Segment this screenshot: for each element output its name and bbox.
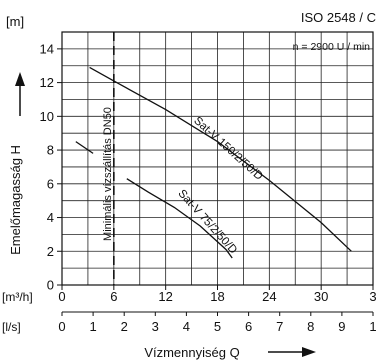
series [75, 32, 352, 285]
y-tick-label: 4 [47, 210, 54, 225]
y-tick-label: 8 [47, 143, 54, 158]
grid [62, 32, 373, 285]
x-tick-label-ls: 7 [276, 319, 283, 334]
min-flow-label: Minimális vízszállítás DN50 [102, 107, 114, 241]
x-tick-label-m3h: 12 [158, 289, 172, 304]
x-unit-m3h: [m³/h] [2, 290, 33, 304]
x-tick-label-ls: 0 [58, 319, 65, 334]
y-tick-label: 6 [47, 176, 54, 191]
x-axis-title: Vízmennyiség Q [144, 345, 239, 360]
y-tick-label: 0 [47, 278, 54, 293]
x-tick-label-ls: 9 [338, 319, 345, 334]
x-tick-label-m3h: 18 [210, 289, 224, 304]
x-axis-arrowhead [302, 347, 316, 357]
speed-note: n = 2900 U / min [293, 41, 370, 53]
y-axis-arrowhead [15, 72, 25, 86]
y-unit-label: [m] [6, 14, 24, 29]
y-tick-label: 12 [40, 75, 54, 90]
x-tick-label-ls: 1 [89, 319, 96, 334]
x-tick-label-ls: 1 [369, 319, 376, 334]
x-tick-label-m3h: 0 [58, 289, 65, 304]
y-ticks: 0 2 4 6 8 10 12 14 [40, 41, 62, 293]
x-tick-label-ls: 5 [214, 319, 221, 334]
y-tick-label: 2 [47, 244, 54, 259]
x-tick-label-ls: 3 [152, 319, 159, 334]
axes [15, 31, 374, 357]
series-label-150: Sat-V 150/2/50/D [191, 115, 265, 183]
x-tick-label-m3h: 30 [314, 289, 328, 304]
series-label-75: Sat-V 75/2/50/D [175, 188, 239, 257]
x-unit-ls: [l/s] [2, 320, 21, 334]
x-tick-label-m3h: 24 [262, 289, 276, 304]
y-tick-label: 14 [40, 41, 54, 56]
series-line-0 [89, 66, 352, 252]
y-tick-label: 10 [40, 109, 54, 124]
series-line-2 [75, 141, 94, 154]
standard-label: ISO 2548 / C [301, 10, 376, 25]
x-ticks-ls: 0 1 2 3 4 5 6 7 8 9 1 [58, 311, 377, 334]
x-tick-label-ls: 6 [245, 319, 252, 334]
x-tick-label-m3h: 6 [110, 289, 117, 304]
series-line-1 [126, 178, 233, 259]
x-tick-label-ls: 4 [183, 319, 190, 334]
y-axis-title: Emelőmagasság H [8, 145, 23, 255]
x-tick-label-ls: 8 [307, 319, 314, 334]
x-tick-label-m3h: 3 [369, 289, 376, 304]
x-ticks-m3h: 0 6 12 18 24 30 3 [58, 285, 377, 304]
x-tick-label-ls: 2 [121, 319, 128, 334]
